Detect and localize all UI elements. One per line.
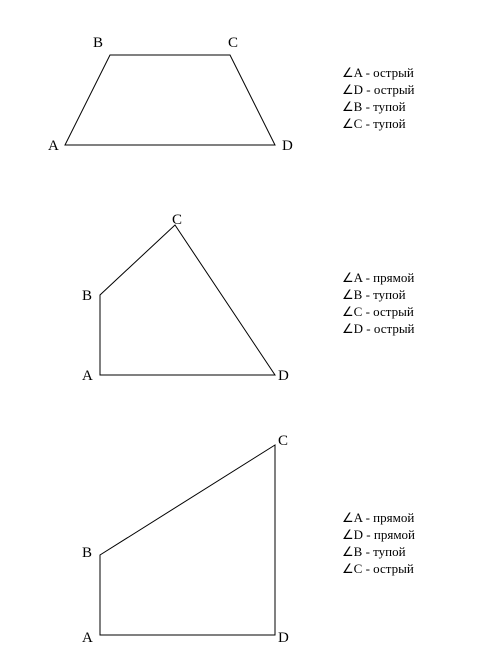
figure-3-label-A: A <box>82 630 93 647</box>
angle-icon: ∠ <box>342 116 354 131</box>
angle-desc: прямой <box>373 270 414 285</box>
figure-1-polygon <box>60 50 280 150</box>
figure-3-diagram <box>95 440 285 645</box>
angle-vertex: B <box>354 99 363 114</box>
figure-2-label-A: A <box>82 368 93 385</box>
angle-desc: тупой <box>373 287 405 302</box>
angle-vertex: C <box>354 304 363 319</box>
angle-vertex: A <box>354 65 363 80</box>
angle-desc: острый <box>373 65 414 80</box>
figure-2-label-C: C <box>172 212 182 229</box>
angle-desc: прямой <box>374 527 415 542</box>
figure-2-polygon <box>95 220 280 380</box>
figure-2-label-D: D <box>278 368 289 385</box>
angle-vertex: B <box>354 544 363 559</box>
figure-1-diagram <box>60 50 280 155</box>
angle-icon: ∠ <box>342 65 354 80</box>
angle-entry: ∠A - прямой <box>342 510 415 527</box>
angle-desc: острый <box>374 321 415 336</box>
figure-1-label-C: C <box>228 35 238 52</box>
angle-entry: ∠C - тупой <box>342 116 415 133</box>
figure-1-label-A: A <box>48 138 59 155</box>
angle-desc: острый <box>373 304 414 319</box>
angle-desc: тупой <box>373 544 405 559</box>
angle-icon: ∠ <box>342 544 354 559</box>
angle-desc: тупой <box>373 99 405 114</box>
angle-vertex: D <box>354 527 363 542</box>
angle-icon: ∠ <box>342 287 354 302</box>
figure-2-diagram <box>95 220 280 385</box>
figure-3-label-D: D <box>278 630 289 647</box>
angle-entry: ∠C - острый <box>342 561 415 578</box>
angle-icon: ∠ <box>342 510 354 525</box>
angle-vertex: C <box>354 561 363 576</box>
angle-desc: тупой <box>373 116 405 131</box>
figure-2-angles: ∠A - прямой ∠B - тупой ∠C - острый ∠D - … <box>342 270 415 338</box>
figure-1-label-D: D <box>282 138 293 155</box>
angle-entry: ∠D - острый <box>342 82 415 99</box>
angle-entry: ∠A - прямой <box>342 270 415 287</box>
figure-3-angles: ∠A - прямой ∠D - прямой ∠B - тупой ∠C - … <box>342 510 415 578</box>
figure-3-polygon <box>95 440 285 640</box>
angle-entry: ∠B - тупой <box>342 544 415 561</box>
angle-vertex: B <box>354 287 363 302</box>
angle-entry: ∠D - прямой <box>342 527 415 544</box>
angle-entry: ∠C - острый <box>342 304 415 321</box>
angle-vertex: D <box>354 82 363 97</box>
angle-vertex: C <box>354 116 363 131</box>
angle-entry: ∠A - острый <box>342 65 415 82</box>
angle-icon: ∠ <box>342 321 354 336</box>
figure-1-angles: ∠A - острый ∠D - острый ∠B - тупой ∠C - … <box>342 65 415 133</box>
angle-desc: острый <box>374 82 415 97</box>
angle-icon: ∠ <box>342 527 354 542</box>
angle-desc: прямой <box>373 510 414 525</box>
angle-icon: ∠ <box>342 304 354 319</box>
angle-desc: острый <box>373 561 414 576</box>
angle-entry: ∠D - острый <box>342 321 415 338</box>
figure-3-label-B: B <box>82 545 92 562</box>
angle-entry: ∠B - тупой <box>342 287 415 304</box>
figure-3-label-C: C <box>278 433 288 450</box>
angle-vertex: A <box>354 510 363 525</box>
angle-icon: ∠ <box>342 99 354 114</box>
angle-icon: ∠ <box>342 561 354 576</box>
angle-vertex: A <box>354 270 363 285</box>
angle-icon: ∠ <box>342 82 354 97</box>
figure-2-label-B: B <box>82 288 92 305</box>
angle-entry: ∠B - тупой <box>342 99 415 116</box>
angle-vertex: D <box>354 321 363 336</box>
figure-1-label-B: B <box>93 35 103 52</box>
angle-icon: ∠ <box>342 270 354 285</box>
